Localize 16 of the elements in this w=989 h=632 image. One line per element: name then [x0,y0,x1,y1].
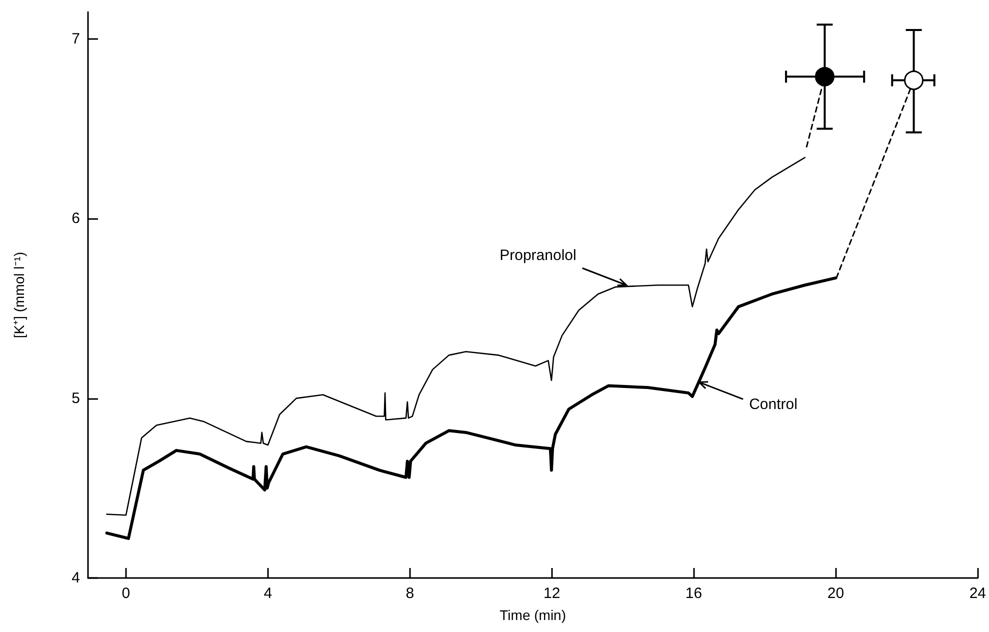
x-tick-label: 0 [122,585,130,602]
x-tick-label: 20 [827,585,844,602]
y-tick-label: 7 [72,30,80,48]
y-tick-label: 4 [72,570,80,586]
y-tick-label: 6 [72,210,80,228]
x-tick-label: 4 [264,585,272,602]
y-axis-title: [K⁺] (mmol l⁻¹) [11,252,27,338]
annotation: Control [749,396,798,414]
x-axis-title: Time (min) [500,607,566,623]
line-series [106,156,806,516]
x-tick-label: 24 [969,585,986,602]
y-tick-label: 5 [72,390,80,407]
x-tick-label: 8 [406,585,414,602]
x-tick-label: 16 [685,585,702,602]
annotation: Propranolol [500,247,576,264]
x-tick-label: 12 [543,585,560,602]
